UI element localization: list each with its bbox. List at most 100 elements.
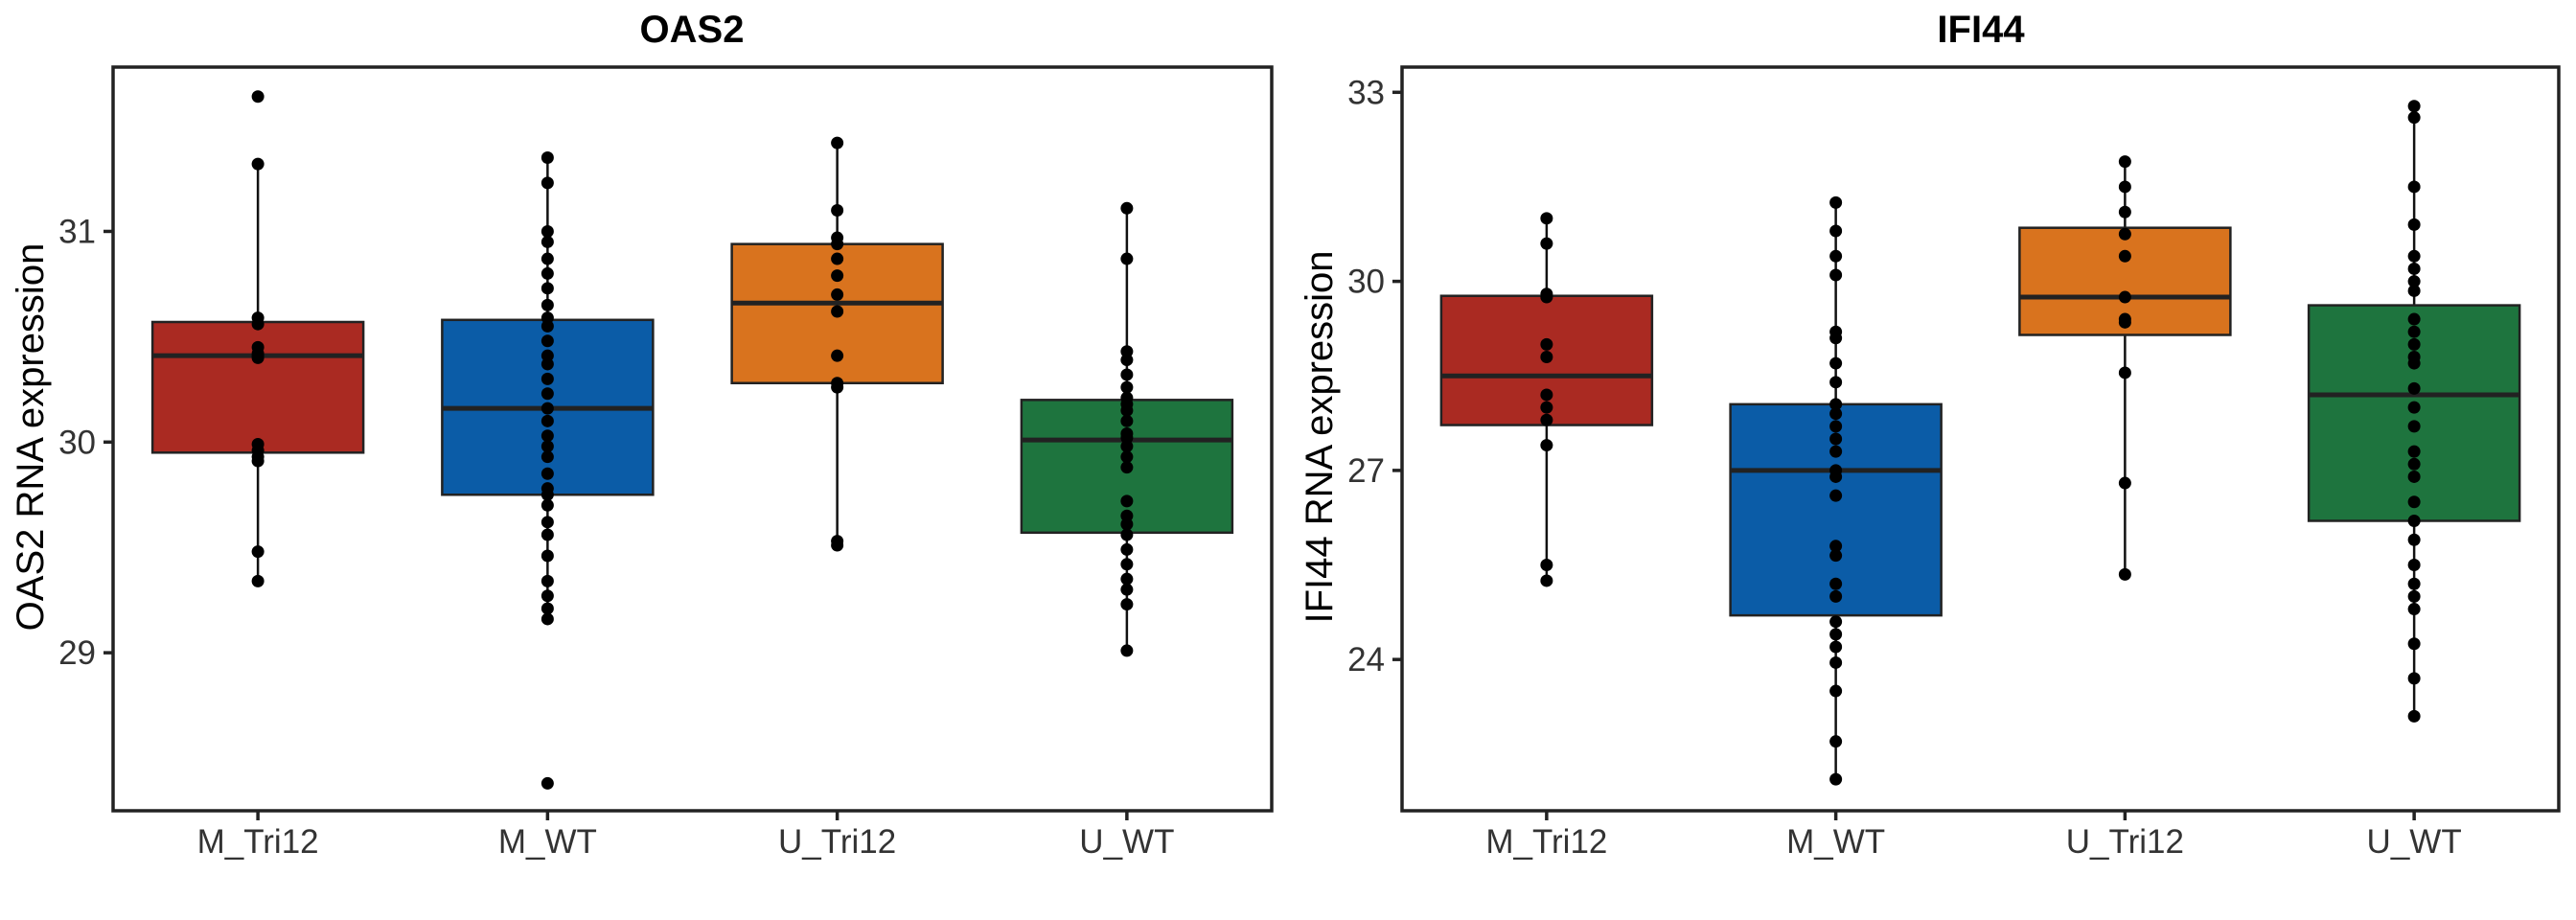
x-tick-label: M_WT — [1786, 823, 1885, 861]
data-point — [540, 235, 554, 248]
data-point — [2118, 315, 2131, 329]
data-point — [1120, 583, 1134, 596]
data-point — [1120, 528, 1134, 541]
data-point — [540, 372, 554, 385]
data-point — [1829, 640, 1843, 654]
data-point — [1829, 249, 1843, 263]
data-point — [540, 266, 554, 280]
data-point — [831, 539, 844, 552]
data-point — [251, 351, 264, 364]
data-point — [540, 298, 554, 311]
x-tick-label: U_Tri12 — [778, 823, 896, 861]
data-point — [540, 488, 554, 501]
data-point — [1120, 644, 1134, 657]
box-group-m-tri12 — [150, 90, 365, 587]
data-point — [1120, 201, 1134, 215]
data-point — [1120, 518, 1134, 531]
panel-oas2: OAS2 OAS2 RNA expression 29 30 31 M_Tri12 M_… — [10, 9, 1274, 861]
data-point — [2407, 180, 2421, 194]
box-group-u-wt — [1020, 201, 1234, 657]
data-point — [2118, 227, 2131, 241]
data-point — [1120, 494, 1134, 508]
data-point — [1540, 290, 1553, 304]
data-point — [1829, 268, 1843, 282]
data-point — [2118, 567, 2131, 581]
data-point — [251, 157, 264, 171]
y-tick-label: 27 — [1347, 452, 1385, 490]
data-point — [831, 136, 844, 150]
data-point — [2407, 533, 2421, 546]
data-point — [251, 317, 264, 331]
data-point — [1120, 414, 1134, 427]
data-point — [540, 574, 554, 587]
data-point — [1540, 212, 1553, 225]
data-point — [540, 357, 554, 371]
data-point — [2118, 249, 2131, 263]
data-point — [2407, 420, 2421, 433]
data-point — [2407, 312, 2421, 326]
data-point — [831, 380, 844, 394]
data-point — [1829, 445, 1843, 458]
data-point — [1829, 489, 1843, 502]
data-point — [1829, 540, 1843, 553]
data-point — [540, 387, 554, 401]
data-point — [2407, 445, 2421, 458]
data-point — [1120, 461, 1134, 474]
box-group-m-wt — [1729, 196, 1943, 786]
data-point — [1120, 558, 1134, 571]
data-point — [1540, 337, 1553, 351]
panel-title: IFI44 — [1937, 9, 2025, 51]
data-point — [2407, 249, 2421, 263]
data-point — [2118, 476, 2131, 490]
data-point — [1540, 559, 1553, 572]
data-point — [1120, 354, 1134, 367]
data-point — [1829, 420, 1843, 433]
y-tick-label: 24 — [1347, 641, 1385, 678]
data-point — [1829, 398, 1843, 411]
plot-area: 24 27 30 33 M_Tri12 M_WT U_Tri12 U_WT — [1347, 65, 2561, 861]
data-point — [540, 498, 554, 512]
plot-border — [1400, 65, 2561, 813]
data-point — [1120, 542, 1134, 556]
data-point — [1829, 407, 1843, 421]
data-point — [1829, 735, 1843, 748]
data-point — [1120, 380, 1134, 394]
data-point — [1829, 589, 1843, 603]
data-point — [1829, 772, 1843, 786]
y-axis-title: OAS2 RNA expression — [10, 243, 52, 632]
data-point — [2407, 401, 2421, 414]
x-tick-label: U_WT — [1079, 823, 1174, 861]
data-point — [540, 429, 554, 443]
panel-ifi44: IFI44 IFI44 RNA expression 24 27 30 33 M_Tri… — [1299, 9, 2561, 861]
x-tick-label: U_WT — [2367, 823, 2462, 861]
data-point — [1540, 351, 1553, 364]
data-point — [2407, 275, 2421, 288]
data-point — [831, 305, 844, 318]
data-point — [2407, 603, 2421, 616]
y-tick-label: 31 — [58, 213, 96, 250]
box-group-u-tri12 — [2018, 155, 2232, 581]
data-point — [251, 574, 264, 587]
data-point — [2407, 356, 2421, 370]
data-point — [540, 224, 554, 238]
data-point — [831, 252, 844, 265]
data-point — [2407, 672, 2421, 685]
data-point — [831, 203, 844, 217]
data-point — [540, 602, 554, 615]
data-point — [1540, 439, 1553, 452]
data-point — [2407, 470, 2421, 483]
y-axis-title: IFI44 RNA expression — [1299, 250, 1341, 623]
data-point — [1829, 432, 1843, 446]
data-point — [1829, 196, 1843, 209]
data-point — [540, 467, 554, 480]
data-point — [2118, 180, 2131, 194]
data-point — [1829, 332, 1843, 345]
data-point — [540, 516, 554, 529]
data-point — [2407, 337, 2421, 351]
data-point — [2118, 366, 2131, 380]
data-point — [1120, 252, 1134, 265]
data-point — [1829, 628, 1843, 641]
data-point — [2407, 218, 2421, 231]
x-tick-label: M_WT — [498, 823, 597, 861]
